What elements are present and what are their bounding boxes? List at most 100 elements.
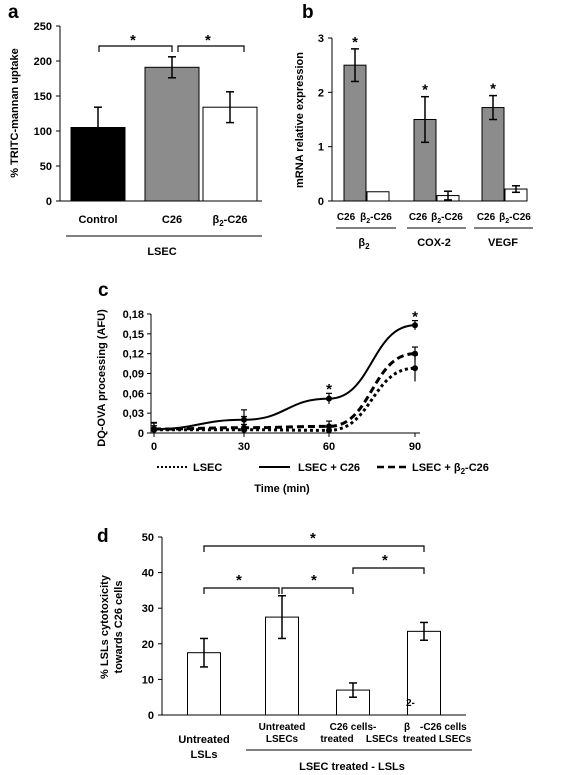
d-bracket-4 [281,587,354,594]
c-xtick-0: 0 [151,441,157,453]
a-y-label: % TRITC-mannan uptake [9,48,21,178]
b-star-2: * [490,81,496,98]
d-bracket-1 [203,545,425,552]
c-legend-c26: LSEC + C26 [298,462,360,474]
panel-label-b: b [302,2,314,23]
panel-a-chart: % TRITC-mannan uptake 0 50 100 150 200 250 * … [9,21,262,258]
d-star-4: * [311,572,317,589]
d-xl4c: treated LSECs [403,734,472,745]
b-sub-c26-1: C26 [337,212,356,223]
c-y-label: DQ-OVA processing (AFU) [96,309,108,447]
panel-label-a: a [8,2,19,23]
a-significance: * * [98,32,245,52]
c-point-2-2 [326,423,332,430]
a-ytick-1: 50 [40,161,52,173]
c-point-2-1 [241,424,247,431]
c-point-1-1 [241,416,247,423]
c-point-2-0 [151,426,157,433]
b-y-label: mRNA relative expression [294,52,306,188]
d-bar4-sup: 2- [406,698,415,709]
b-ytick-2: 2 [318,87,324,99]
b-sub-b2c26-3: β2-C26 [499,212,531,225]
c-ytick-5: 0,15 [123,329,144,341]
c-point-2-3 [412,350,418,357]
c-star-1: * [412,308,418,325]
d-star-2: * [382,552,388,569]
a-star-2: * [205,32,211,49]
d-bracket-3 [203,587,280,594]
b-ytick-3: 3 [318,33,324,45]
d-xl4b: -C26 cells [420,722,467,733]
c-legend: LSEC LSEC + C26 LSEC + β2-C26 [157,462,489,476]
c-ytick-2: 0,06 [123,388,144,400]
a-ytick-2: 100 [34,126,52,138]
a-xtick-c26: C26 [162,214,182,226]
d-bracket-2 [352,567,425,574]
d-xl3c: LSECs [366,734,399,745]
c-line-1 [153,324,416,431]
d-xl3b: treated [320,734,353,745]
b-ytick-0: 0 [318,196,324,208]
b-sub-b2c26-1: β2-C26 [360,212,392,225]
a-star-1: * [130,32,136,49]
c-ytick-1: 0,03 [123,408,144,420]
d-ytick-1: 10 [142,674,154,686]
a-ytick-4: 200 [34,56,52,68]
b-bar-2-0 [481,107,505,202]
b-group-label-b2: β2 [358,237,370,251]
b-star-1: * [422,82,428,99]
d-ytick-3: 30 [142,603,154,615]
a-ytick-0: 0 [46,196,52,208]
c-ytick-4: 0,12 [123,349,144,361]
b-group-label-cox2: COX-2 [417,237,451,249]
b-sub-c26-2: C26 [409,212,428,223]
b-star-0: * [352,34,358,51]
c-point-0-3 [412,365,418,372]
b-bar-0-0 [343,64,367,202]
panel-d-chart: % LSLs cytotoxicity towards C26 cells 0 1… [99,530,472,773]
d-xl3a: C26 cells- [330,722,377,733]
d-y-label-1: % LSLs cytotoxicity [99,574,111,679]
c-ytick-0: 0 [138,428,144,440]
c-line-0 [154,366,416,432]
a-group-label: LSEC [147,246,176,258]
c-point-1-3 [412,322,418,329]
d-significance: * * * * [203,530,425,594]
d-xl2a: Untreated [259,722,306,733]
d-ytick-2: 20 [142,639,154,651]
c-x-label: Time (min) [254,483,310,495]
d-ytick-4: 40 [142,568,154,580]
d-y-label-2: towards C26 cells [113,581,125,674]
a-ytick-5: 250 [34,21,52,33]
d-xl1a: Untreated [178,734,229,746]
b-ytick-1: 1 [318,142,324,154]
panel-c-chart: DQ-OVA processing (AFU) 0 0,03 0,06 0,09 0,1… [96,308,489,495]
d-bar-3 [407,630,441,716]
panel-label-c: c [98,280,109,301]
a-xtick-control: Control [78,214,117,226]
c-legend-lsec: LSEC [193,462,222,474]
panel-b-chart: mRNA relative expression 0 1 2 3 * * * C26 β2… [294,33,533,251]
d-xl4a: β [404,722,410,733]
d-group-label: LSEC treated - LSLs [299,761,405,773]
a-ytick-3: 150 [34,91,52,103]
c-xtick-2: 60 [323,441,335,453]
c-point-1-2 [326,395,332,402]
d-ytick-0: 0 [148,710,154,722]
a-bracket-1 [98,45,173,52]
b-bar-0-1 [366,191,390,202]
panel-label-d: d [97,526,109,547]
d-star-1: * [310,530,316,547]
c-star-0: * [326,381,332,398]
b-sub-c26-3: C26 [477,212,496,223]
c-xtick-3: 90 [409,441,421,453]
a-bar-1 [144,66,200,202]
c-legend-b2c26: LSEC + β2-C26 [412,462,489,476]
d-xl1b: LSLs [191,749,218,761]
c-xtick-1: 30 [238,441,250,453]
c-ytick-6: 0,18 [123,309,144,321]
d-ytick-5: 50 [142,532,154,544]
b-group-label-vegf: VEGF [488,237,518,249]
d-star-3: * [236,572,242,589]
